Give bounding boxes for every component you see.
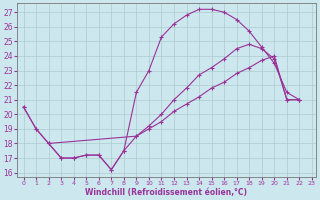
X-axis label: Windchill (Refroidissement éolien,°C): Windchill (Refroidissement éolien,°C) <box>85 188 247 197</box>
